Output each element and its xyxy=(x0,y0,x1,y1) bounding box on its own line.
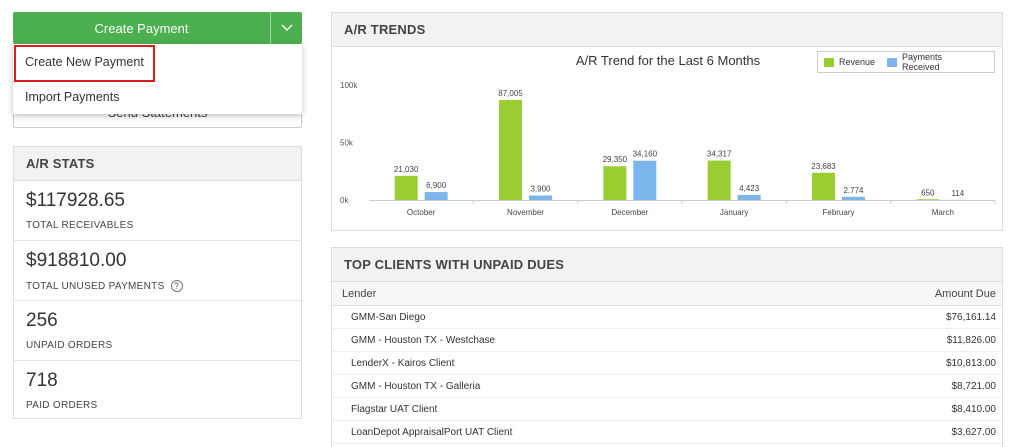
stat-caption: TOTAL RECEIVABLES xyxy=(26,220,134,231)
x-tick-label: October xyxy=(407,208,436,217)
stat-value: 256 xyxy=(26,310,58,331)
amount-due: $8,721.00 xyxy=(951,380,997,392)
help-icon[interactable]: ? xyxy=(170,280,183,292)
stat-value: 718 xyxy=(26,370,58,391)
amount-due: $3,627.00 xyxy=(951,426,997,438)
top-clients-title: TOP CLIENTS WITH UNPAID DUES xyxy=(332,248,1002,282)
data-label: 3,900 xyxy=(530,185,551,194)
legend-entry-revenue[interactable]: Revenue xyxy=(824,57,875,67)
chart-title: A/R Trend for the Last 6 Months xyxy=(575,53,761,68)
create-payment-dropdown-toggle[interactable] xyxy=(270,12,302,44)
stat-value: $918810.00 xyxy=(26,250,127,271)
data-label: 650 xyxy=(921,188,935,197)
lender-name: LoanDepot AppraisalPort UAT Client xyxy=(351,426,513,438)
data-label: 34,160 xyxy=(633,150,658,159)
amount-due: $11,826.00 xyxy=(946,334,996,346)
ar-stats-title: A/R STATS xyxy=(14,147,301,181)
create-payment-button[interactable]: Create Payment xyxy=(13,12,302,44)
data-label: 6,900 xyxy=(426,181,447,190)
amount-due: $76,161.14 xyxy=(945,311,996,323)
table-row[interactable]: GMM - Houston TX - Westchase $11,826.00 xyxy=(332,329,1002,352)
lender-name: LenderX - Kairos Client xyxy=(351,357,455,369)
lender-name: GMM - Houston TX - Galleria xyxy=(351,380,481,392)
table-row[interactable]: GMM-San Diego $76,161.14 xyxy=(332,306,1002,329)
stat-value: $117928.65 xyxy=(26,190,125,211)
bar-revenue xyxy=(499,99,522,200)
column-header-lender[interactable]: Lender xyxy=(342,287,377,300)
bar-payments xyxy=(424,192,448,200)
stat-caption: PAID ORDERS xyxy=(26,400,98,411)
stat-total-receivables: $117928.65 TOTAL RECEIVABLES xyxy=(14,181,301,241)
ar-stats-panel: A/R STATS $117928.65 TOTAL RECEIVABLES $… xyxy=(13,146,302,419)
data-label: 2,774 xyxy=(843,186,864,195)
x-tick-label: January xyxy=(720,208,748,217)
menu-item-create-new-payment[interactable]: Create New Payment xyxy=(13,44,302,82)
x-tick-label: February xyxy=(822,208,854,217)
bar-payments xyxy=(737,194,761,200)
top-clients-panel: TOP CLIENTS WITH UNPAID DUES Lender Amou… xyxy=(331,247,1003,447)
bar-payments xyxy=(842,196,865,200)
data-label: 29,350 xyxy=(603,155,628,164)
stat-paid-orders: 718 PAID ORDERS xyxy=(14,361,301,421)
lender-name: GMM - Houston TX - Westchase xyxy=(351,334,496,346)
amount-due: $8,410.00 xyxy=(951,403,997,415)
data-label: 23,683 xyxy=(811,162,836,171)
bar-revenue xyxy=(916,199,940,200)
ar-trend-chart: A/R Trend for the Last 6 Months Revenue … xyxy=(332,47,1002,231)
chart-legend: Revenue Payments Received xyxy=(817,51,995,73)
legend-swatch xyxy=(887,57,898,67)
bar-revenue xyxy=(394,175,418,200)
stat-caption: UNPAID ORDERS xyxy=(26,340,113,351)
x-tick-label: November xyxy=(507,208,544,217)
legend-entry-payments[interactable]: Payments Received xyxy=(887,52,982,72)
bar-revenue xyxy=(603,166,627,200)
data-label: 21,030 xyxy=(394,165,419,174)
lender-name: Flagstar UAT Client xyxy=(351,403,438,415)
y-tick-label: 0k xyxy=(340,196,349,205)
table-row[interactable]: Flagstar UAT Client $8,410.00 xyxy=(332,398,1002,421)
chevron-down-icon xyxy=(281,24,292,31)
ar-trends-title: A/R TRENDS xyxy=(332,13,1002,47)
stat-unpaid-orders: 256 UNPAID ORDERS xyxy=(14,301,301,361)
x-tick-label: December xyxy=(611,208,648,217)
ar-trends-panel: A/R TRENDS A/R Trend for the Last 6 Mont… xyxy=(331,12,1003,231)
data-label: 34,317 xyxy=(707,150,732,159)
create-payment-label[interactable]: Create Payment xyxy=(94,20,189,36)
table-row[interactable]: LoanDepot AppraisalPort UAT Client $3,627… xyxy=(332,421,1002,444)
table-row[interactable]: GMM - Houston TX - Galleria $8,721.00 xyxy=(332,375,1002,398)
data-label: 4,423 xyxy=(739,184,760,193)
column-header-amount[interactable]: Amount Due xyxy=(934,287,996,300)
menu-item-import-payments[interactable]: Import Payments xyxy=(25,89,120,104)
data-label: 114 xyxy=(951,189,964,198)
amount-due: $10,813.00 xyxy=(945,357,996,369)
create-payment-menu: Create New Payment Import Payments xyxy=(13,44,302,114)
bar-payments xyxy=(529,195,552,200)
data-label: 87,005 xyxy=(498,89,523,98)
bar-payments xyxy=(633,160,657,200)
table-header: Lender Amount Due xyxy=(332,282,1002,306)
x-tick-label: March xyxy=(932,208,954,217)
y-tick-label: 100k xyxy=(340,81,358,90)
legend-swatch xyxy=(824,57,834,67)
table-row[interactable]: LenderX - Kairos Client $10,813.00 xyxy=(332,352,1002,375)
stat-caption: TOTAL UNUSED PAYMENTS ? xyxy=(26,280,289,292)
chart-svg: 0k 50k 100k October 21,030 6,900 November 87,00… xyxy=(340,81,996,217)
bar-revenue xyxy=(707,160,731,200)
stat-total-unused-payments: $918810.00 TOTAL UNUSED PAYMENTS ? xyxy=(14,241,301,301)
bar-revenue xyxy=(812,172,835,200)
lender-name: GMM-San Diego xyxy=(351,311,426,323)
y-tick-label: 50k xyxy=(340,139,354,148)
